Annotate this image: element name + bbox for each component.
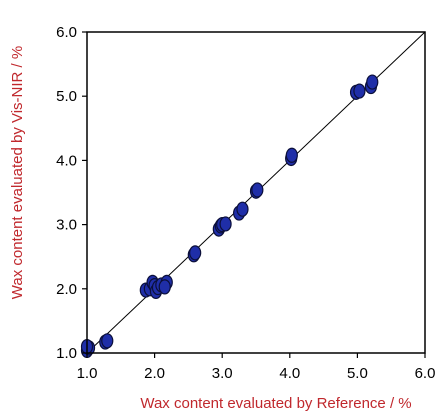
x-tick-label: 2.0 [144,365,165,382]
data-point [366,74,379,90]
data-point [189,245,202,261]
x-tick-label: 4.0 [279,365,300,382]
data-point [353,83,366,99]
x-tick-label: 5.0 [347,365,368,382]
data-point [219,216,232,232]
data-point [251,182,264,198]
data-point [158,279,171,295]
x-axis-title: Wax content evaluated by Reference / % [140,395,411,412]
x-tick-label: 6.0 [415,365,436,382]
y-tick-label: 4.0 [56,152,77,169]
y-tick-label: 2.0 [56,281,77,298]
y-tick-label: 3.0 [56,217,77,234]
x-tick-label: 3.0 [212,365,233,382]
data-point [236,201,249,217]
points-layer [80,74,379,359]
y-tick-label: 6.0 [56,24,77,41]
data-point [285,147,298,163]
y-tick-label: 5.0 [56,88,77,105]
ticks-layer: 1.0 2.0 3.0 4.0 5.0 6.0 1.0 2.0 3.0 4.0 5.0 6.0 [56,24,435,382]
y-tick-label: 1.0 [56,345,77,362]
x-tick-label: 1.0 [77,365,98,382]
y-axis-title: Wax content evaluated by Vis-NIR / % [9,46,26,299]
data-point [101,333,114,349]
plot-frame [86,31,426,354]
